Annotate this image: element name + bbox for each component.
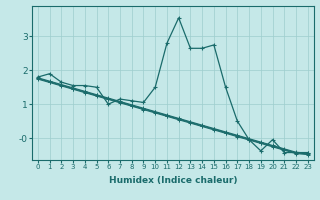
- X-axis label: Humidex (Indice chaleur): Humidex (Indice chaleur): [108, 176, 237, 185]
